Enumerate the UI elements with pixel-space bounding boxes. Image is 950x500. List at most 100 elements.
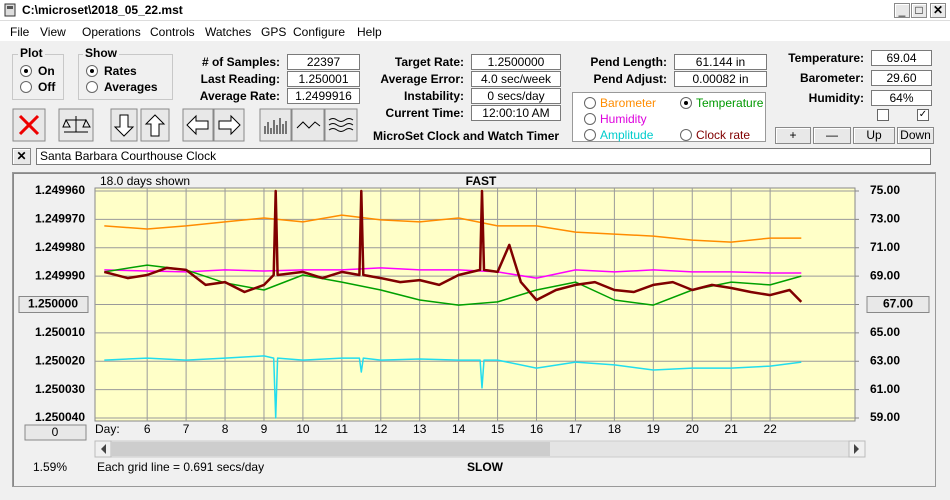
chart-frame bbox=[12, 172, 936, 487]
scroll-value: 0 bbox=[52, 425, 59, 439]
field-label: Pend Adjust: bbox=[593, 72, 667, 86]
y-tick-label: 69.00 bbox=[870, 268, 900, 282]
trace-line bbox=[103, 189, 803, 303]
group-title: Show bbox=[83, 46, 119, 60]
radio-dot bbox=[24, 69, 28, 73]
trace-label[interactable]: Humidity bbox=[600, 112, 647, 126]
group-title: Plot bbox=[18, 46, 45, 60]
x-tick-label: 8 bbox=[222, 422, 229, 436]
close-clock-button[interactable]: ✕ bbox=[12, 148, 31, 165]
trace-label[interactable]: Barometer bbox=[600, 96, 657, 110]
top-label: FAST bbox=[466, 174, 497, 188]
menu-item[interactable]: Configure bbox=[293, 25, 346, 39]
trace-line bbox=[104, 214, 802, 243]
menu-item[interactable]: Operations bbox=[82, 25, 141, 39]
left-arrow-button[interactable] bbox=[182, 108, 214, 142]
field-value: 0.00082 in bbox=[674, 71, 767, 87]
tick-button[interactable] bbox=[866, 296, 930, 313]
field-value: 4.0 sec/week bbox=[471, 71, 561, 87]
checkbox[interactable]: ✓ bbox=[917, 109, 929, 121]
trace-label[interactable]: Temperature bbox=[696, 96, 764, 110]
minimize-button[interactable]: _ bbox=[894, 3, 910, 18]
y-tick-label: 1.249990 bbox=[35, 268, 85, 282]
x-tick-label: 22 bbox=[763, 422, 777, 436]
radio-button[interactable] bbox=[86, 65, 98, 77]
x-tick-label: 13 bbox=[413, 422, 427, 436]
scrollbar[interactable] bbox=[94, 440, 866, 458]
trace-label[interactable]: Clock rate bbox=[696, 128, 751, 142]
menu-item[interactable]: File bbox=[10, 25, 30, 39]
field-value: 0 secs/day bbox=[471, 88, 561, 104]
histogram-button[interactable] bbox=[259, 108, 292, 142]
menu-bar bbox=[0, 21, 950, 41]
right-arrow-button[interactable] bbox=[213, 108, 245, 142]
trace-label[interactable]: Amplitude bbox=[600, 128, 654, 142]
trace-radio[interactable] bbox=[584, 129, 596, 141]
x-tick-label: 7 bbox=[183, 422, 190, 436]
menu-item[interactable]: View bbox=[40, 25, 66, 39]
x-tick-label: 16 bbox=[530, 422, 544, 436]
toolbar bbox=[12, 108, 358, 142]
wave-button[interactable] bbox=[291, 108, 325, 142]
x-tick-label: 10 bbox=[296, 422, 310, 436]
y-tick-label: 1.250040 bbox=[35, 410, 85, 424]
tick-button[interactable] bbox=[18, 296, 89, 313]
up-arrow-button[interactable] bbox=[140, 108, 170, 142]
x-tick-label: 21 bbox=[725, 422, 739, 436]
field-value: 1.250001 bbox=[287, 71, 360, 87]
control-button[interactable]: Down bbox=[897, 127, 934, 144]
y-tick-label: 67.00 bbox=[883, 297, 913, 311]
scroll-value-button[interactable] bbox=[24, 424, 87, 441]
radio-button[interactable] bbox=[20, 65, 32, 77]
x-tick-label: 20 bbox=[686, 422, 700, 436]
waves-button[interactable] bbox=[324, 108, 358, 142]
checkbox[interactable] bbox=[877, 109, 889, 121]
close-button[interactable]: ✕ bbox=[930, 3, 946, 18]
trace-radio[interactable] bbox=[680, 129, 692, 141]
y-tick-label: 59.00 bbox=[870, 410, 900, 424]
y-tick-label: 1.249970 bbox=[35, 212, 85, 226]
field-value: 22397 bbox=[287, 54, 360, 70]
field-label: Humidity: bbox=[808, 91, 864, 105]
field-label: Temperature: bbox=[788, 51, 864, 65]
control-button[interactable]: — bbox=[813, 127, 851, 144]
x-axis-label: Day: bbox=[95, 422, 120, 436]
trace-radio[interactable] bbox=[584, 97, 596, 109]
menu-item[interactable]: Controls bbox=[150, 25, 195, 39]
field-value: 1.2499916 bbox=[287, 88, 360, 104]
y-tick-label: 1.250030 bbox=[35, 382, 85, 396]
y-tick-label: 75.00 bbox=[870, 183, 900, 197]
radio-label[interactable]: Rates bbox=[104, 64, 137, 78]
menu-item[interactable]: Help bbox=[357, 25, 382, 39]
y-tick-label: 1.249980 bbox=[35, 240, 85, 254]
clock-name-field[interactable]: Santa Barbara Courthouse Clock bbox=[36, 148, 931, 165]
x-tick-label: 15 bbox=[491, 422, 505, 436]
x-tick-label: 18 bbox=[608, 422, 622, 436]
percent: 1.59% bbox=[33, 460, 67, 474]
menu-item[interactable]: GPS bbox=[261, 25, 287, 39]
y-tick-label: 61.00 bbox=[870, 382, 900, 396]
trace-line bbox=[104, 267, 802, 279]
radio-button[interactable] bbox=[20, 81, 32, 93]
field-label: Average Error: bbox=[380, 72, 464, 86]
radio-button[interactable] bbox=[86, 81, 98, 93]
menu-item[interactable]: Watches bbox=[205, 25, 252, 39]
radio-label[interactable]: Off bbox=[38, 80, 56, 94]
control-button[interactable]: Up bbox=[853, 127, 895, 144]
field-label: Barometer: bbox=[799, 71, 864, 85]
field-label: Last Reading: bbox=[200, 72, 280, 86]
maximize-button[interactable]: □ bbox=[911, 3, 927, 18]
radio-label[interactable]: On bbox=[38, 64, 55, 78]
trace-radio[interactable] bbox=[680, 97, 692, 109]
app-icon bbox=[4, 3, 16, 17]
y-tick-label: 73.00 bbox=[870, 212, 900, 226]
balance-button[interactable] bbox=[58, 108, 94, 142]
field-value: 12:00:10 AM bbox=[471, 105, 561, 121]
radio-label[interactable]: Averages bbox=[104, 80, 158, 94]
control-button[interactable]: + bbox=[775, 127, 811, 144]
down-arrow-button[interactable] bbox=[110, 108, 138, 142]
trace-radio[interactable] bbox=[584, 113, 596, 125]
clear-button[interactable] bbox=[12, 108, 46, 142]
